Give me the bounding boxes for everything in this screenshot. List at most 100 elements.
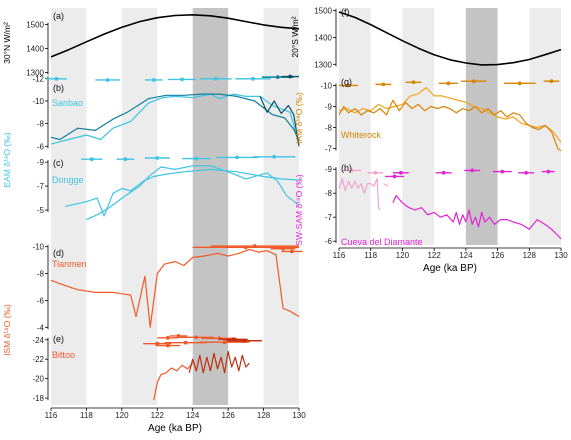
panel-label-b: (b) xyxy=(53,83,64,93)
y-tick-label: -22 xyxy=(32,355,44,364)
y-tick-label: -7 xyxy=(325,145,333,154)
y-label-eam: EAM δ¹⁸O (‰) xyxy=(2,132,12,187)
error-bar-point-h-8 xyxy=(546,169,551,174)
series-line-g-1 xyxy=(338,99,562,152)
axes: 116 118 120 122 124 126 128 130 Age (ka BP) 116 11… xyxy=(26,7,568,434)
error-bar-point-h-1 xyxy=(373,170,378,175)
dark-band-right xyxy=(465,8,498,245)
error-bar-point-d-1 xyxy=(252,244,257,248)
error-bar-point-b-2 xyxy=(151,78,156,82)
series-line-h-2 xyxy=(392,195,562,240)
text-labels: (a) (b) (c) (d) (e) (f) (g) (h) Sanbao Dongge Tian… xyxy=(2,7,423,360)
y-tick-label: -7 xyxy=(325,213,333,222)
error-bar-point-h-4 xyxy=(441,170,446,175)
series-line-d-0 xyxy=(50,248,300,328)
x-axis-title-right: Age (ka BP) xyxy=(423,263,477,274)
shading-bands xyxy=(51,8,561,405)
series-line-e-0 xyxy=(153,362,194,401)
error-bar-point-e-2 xyxy=(194,335,199,340)
series-line-a-0 xyxy=(50,14,300,58)
y-tick-label: -8 xyxy=(325,124,333,133)
x-tick-label: 130 xyxy=(292,411,306,420)
x-tick-label: 122 xyxy=(427,251,441,260)
error-bar-point-h-7 xyxy=(524,170,529,175)
site-label-b: Sanbao xyxy=(52,98,83,108)
error-bar-point-h-3 xyxy=(398,170,403,175)
error-bar-point-d-3 xyxy=(290,249,294,254)
error-bar-point-e-7 xyxy=(222,340,227,345)
x-tick-label: 118 xyxy=(364,251,377,260)
error-bar-point-e-9 xyxy=(166,343,170,348)
error-bar-point-c-5 xyxy=(272,154,277,159)
x-tick-label: 128 xyxy=(523,251,537,260)
site-label-d: Tianmen xyxy=(52,259,87,269)
y-tick-label: 1400 xyxy=(314,34,332,43)
error-bar-point-e-6 xyxy=(183,340,188,345)
error-bar-point-h-0 xyxy=(349,168,354,173)
y-tick-label: -18 xyxy=(32,394,44,403)
site-label-g: Whiterock xyxy=(341,130,382,140)
panel-label-a: (a) xyxy=(53,11,64,21)
x-tick-label: 122 xyxy=(151,411,165,420)
error-bar-point-g-2 xyxy=(411,80,416,85)
panel-label-d: (d) xyxy=(53,248,64,258)
y-tick-label: -10 xyxy=(32,243,44,252)
series-line-e-1 xyxy=(188,350,250,374)
error-bar-point-b-0 xyxy=(54,76,59,81)
error-bar-point-e-8 xyxy=(242,338,246,343)
light-band-left-1 xyxy=(121,8,158,405)
error-bar-point-d-2 xyxy=(281,246,285,251)
y-tick-label: -10 xyxy=(320,81,332,90)
error-bar-point-g-4 xyxy=(471,79,476,84)
dark-band-left xyxy=(192,8,229,405)
y-tick-label: -24 xyxy=(32,336,44,345)
y-tick-label: -12 xyxy=(32,74,44,83)
light-band-left-2 xyxy=(263,8,299,405)
y-tick-label: -8 xyxy=(325,189,333,198)
error-bar-point-g-5 xyxy=(517,81,522,86)
error-bar-point-g-6 xyxy=(549,79,554,84)
y-label-insolation-20s: 20°S W/m² xyxy=(290,16,300,57)
x-tick-label: 126 xyxy=(221,411,235,420)
y-label-insolation-30n: 30°N W/m² xyxy=(2,22,12,64)
x-tick-label: 116 xyxy=(45,411,58,420)
x-tick-label: 126 xyxy=(491,251,505,260)
site-label-e: Bittoo xyxy=(52,350,75,360)
y-tick-label: -20 xyxy=(32,375,44,384)
y-label-sam: SW-SAM δ¹⁸O (‰) xyxy=(294,174,304,246)
error-bar-point-b-5 xyxy=(251,76,255,81)
x-tick-label: 120 xyxy=(396,251,410,260)
panel-label-e: (e) xyxy=(53,334,64,344)
panel-label-h: (h) xyxy=(341,163,352,173)
y-tick-label: -9 xyxy=(37,158,45,167)
x-tick-label: 116 xyxy=(333,251,346,260)
y-label-iam: IAM δ¹⁸O (‰) xyxy=(294,92,304,144)
error-bar-point-e-5 xyxy=(155,341,160,346)
site-label-c: Dongge xyxy=(52,175,84,185)
y-label-ism: ISM δ¹⁸O (‰) xyxy=(2,304,12,356)
series-line-c-0 xyxy=(65,168,300,217)
series-line-b-1 xyxy=(50,93,300,141)
error-bar-point-g-0 xyxy=(346,83,351,88)
error-bar-point-h-2 xyxy=(392,174,397,179)
x-tick-label: 124 xyxy=(186,411,200,420)
panel-label-c: (c) xyxy=(53,158,64,168)
y-tick-label: 1500 xyxy=(314,7,332,16)
error-bar-point-c-1 xyxy=(123,157,128,162)
x-axis-title-left: Age (ka BP) xyxy=(148,423,202,434)
x-tick-label: 128 xyxy=(257,411,271,420)
data-series xyxy=(45,11,562,401)
y-tick-label: 1500 xyxy=(26,20,44,29)
error-bar-point-c-4 xyxy=(235,155,239,160)
error-bar-point-b-1 xyxy=(105,78,110,82)
error-bar-point-b-6 xyxy=(275,75,280,80)
x-tick-label: 124 xyxy=(459,251,473,260)
x-tick-label: 120 xyxy=(115,411,129,420)
y-tick-label: -10 xyxy=(32,97,44,106)
y-tick-label: -6 xyxy=(325,237,333,246)
y-tick-label: -9 xyxy=(325,102,333,111)
error-bar-point-e-0 xyxy=(166,335,170,340)
series-line-h-0 xyxy=(338,178,381,211)
error-bar-point-c-0 xyxy=(89,157,94,162)
